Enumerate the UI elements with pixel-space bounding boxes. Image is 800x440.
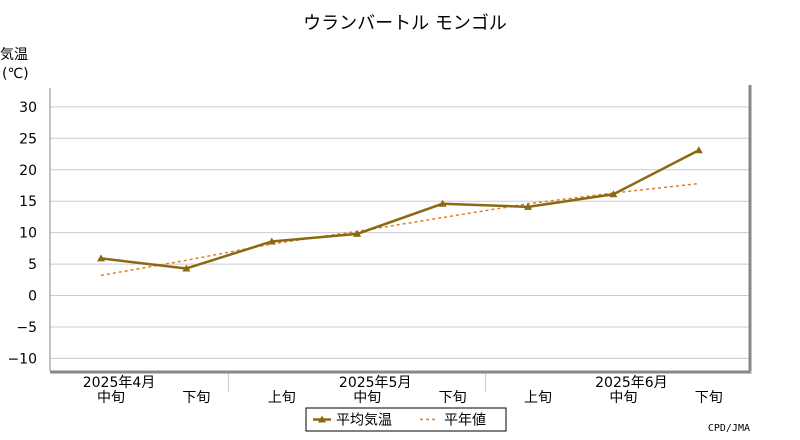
x-tick-label: 中旬 [97,390,125,406]
y-tick-label: −10 [7,351,37,367]
y-tick-label: 25 [19,131,37,147]
legend-normal-label: 平年値 [444,413,486,429]
data-point-observed [182,264,191,272]
y-tick-label: 5 [28,257,37,273]
legend: 平均気温 平年値 [305,407,507,432]
plot-frame [49,85,752,374]
data-point-observed [694,146,703,154]
x-tick-label: 中旬 [609,390,637,406]
chart-title: ウランバートル モンゴル [303,13,507,34]
y-tick-label: 30 [19,100,37,116]
x-tick-label: 下旬 [182,390,210,406]
y-tick-label: 15 [19,194,37,210]
y-tick-label: −5 [16,320,37,336]
series-line-observed [100,149,700,270]
y-axis-unit: (℃) [2,66,29,82]
credit-text: CPD/JMA [708,423,750,434]
data-point-observed [609,190,618,198]
grid-lines [50,106,750,392]
x-tick-label: 上旬 [524,390,552,406]
x-tick-labels: 中旬 下旬 上旬 中旬 下旬 上旬 中旬 下旬 2025年4月 2025年5月 2025年6月 [83,375,723,406]
data-point-observed [267,237,276,245]
data-point-observed [438,199,447,207]
legend-box [305,407,507,432]
x-tick-label: 上旬 [268,390,296,406]
x-tick-label: 下旬 [439,390,467,406]
legend-observed-marker [318,415,326,423]
month-label: 2025年6月 [595,375,668,391]
y-tick-label: 0 [28,289,37,305]
month-label: 2025年4月 [83,375,156,391]
y-tick-label: 20 [19,163,37,179]
x-tick-label: 中旬 [353,390,381,406]
y-axis-label: 気温 [0,47,28,63]
month-label: 2025年5月 [339,375,412,391]
x-tick-label: 下旬 [695,390,723,406]
data-point-observed [524,202,532,210]
data-point-observed [97,254,105,262]
y-tick-labels: 30 25 20 15 10 5 0 −5 −10 [7,100,37,368]
data-series [97,146,703,277]
y-tick-label: 10 [19,226,37,242]
data-point-observed [353,229,362,237]
series-line-normal [100,182,699,277]
legend-observed-label: 平均気温 [336,413,392,429]
